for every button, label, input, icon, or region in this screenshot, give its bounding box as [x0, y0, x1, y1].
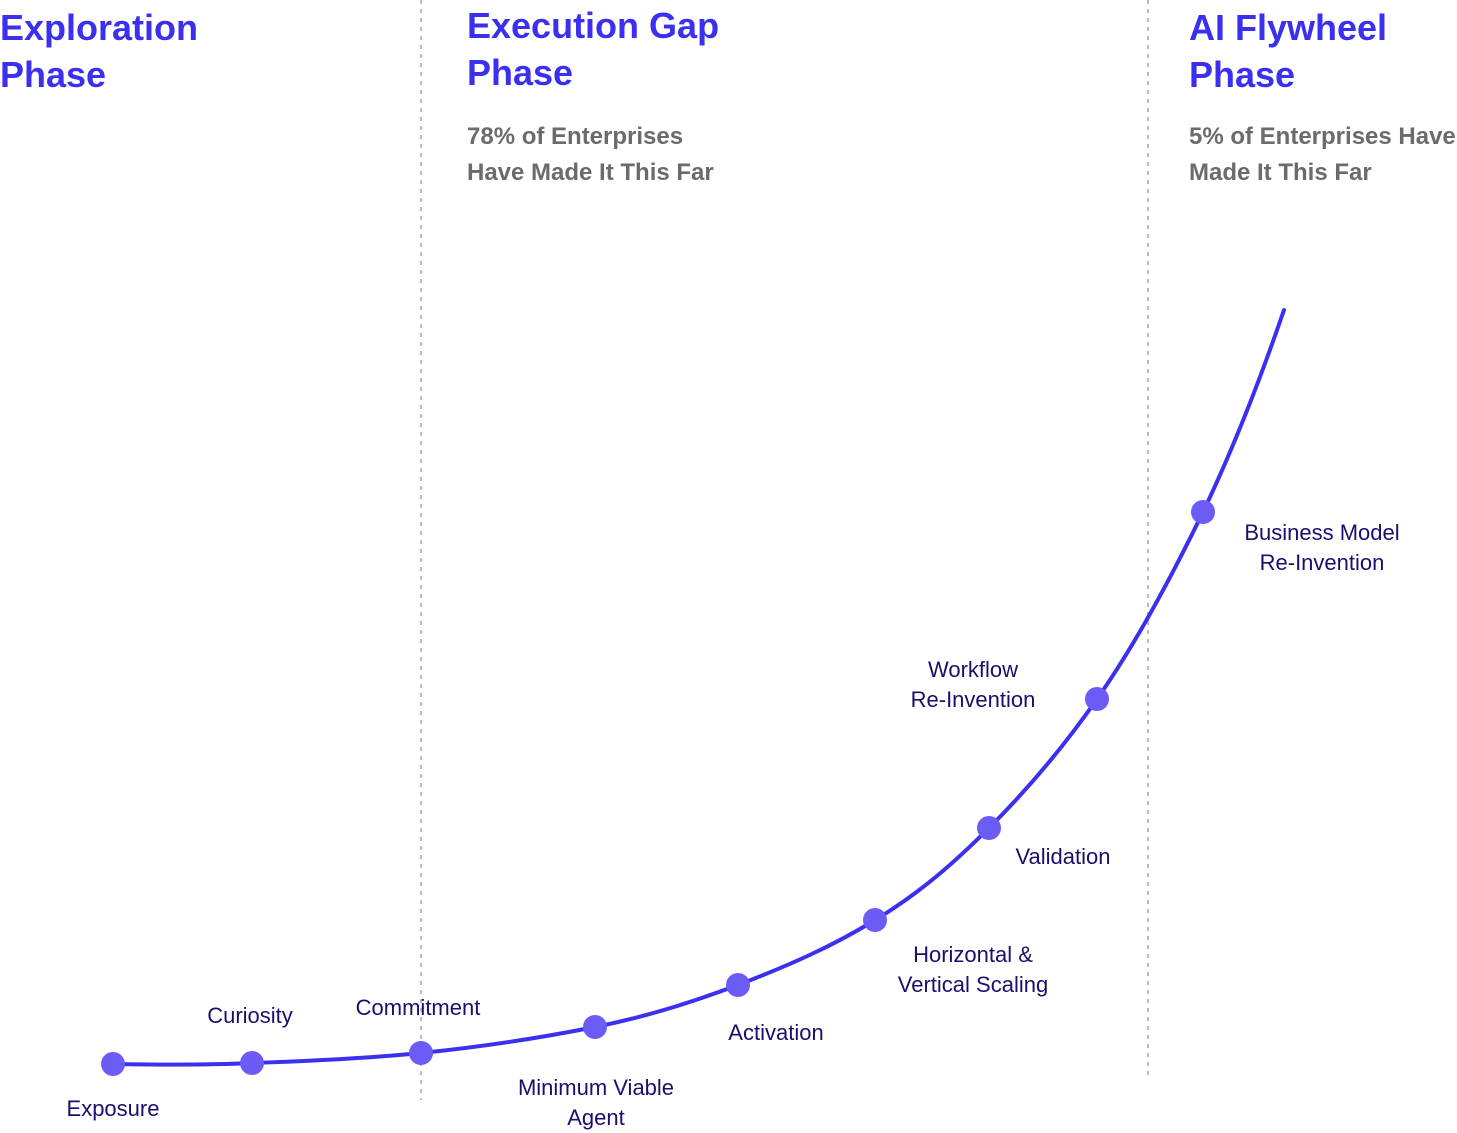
milestone-label-line: Re-Invention [910, 687, 1036, 712]
execution-gap-phase-title: Execution Gap Phase [467, 2, 719, 96]
growth-curve [111, 308, 1286, 1067]
phase-title-line: Exploration [0, 7, 199, 48]
milestone-node [1085, 687, 1109, 711]
milestone-label-validation: Validation [1016, 842, 1111, 872]
exploration-phase-title: Exploration Phase [0, 4, 198, 98]
ai-flywheel-phase-subtitle: 5% of Enterprises Have Made It This Far [1189, 119, 1456, 191]
phase-title-line: Execution Gap [467, 5, 720, 46]
milestone-label-commitment: Commitment [356, 993, 481, 1023]
phase-subtitle-line: 5% of Enterprises Have [1189, 123, 1456, 150]
phase-title-line: Phase [467, 52, 574, 93]
milestone-label-minimum-viable-agent: Minimum Viable Agent [518, 1073, 674, 1133]
milestone-node [726, 973, 750, 997]
milestone-label-line: Curiosity [207, 1003, 293, 1028]
milestone-node [863, 908, 887, 932]
milestone-node [583, 1015, 607, 1039]
milestone-node [101, 1052, 125, 1076]
phase-title-line: AI Flywheel [1189, 7, 1388, 48]
milestone-node [409, 1041, 433, 1065]
milestone-label-line: Vertical Scaling [897, 972, 1049, 997]
milestone-label-business-model-reinvention: Business Model Re-Invention [1244, 518, 1399, 578]
phase-subtitle-line: Have Made It This Far [467, 159, 714, 186]
milestone-label-line: Workflow [927, 657, 1019, 682]
milestone-label-line: Activation [728, 1020, 824, 1045]
milestone-node [1191, 500, 1215, 524]
milestone-label-line: Commitment [355, 995, 481, 1020]
milestone-label-line: Re-Invention [1259, 550, 1385, 575]
milestone-label-line: Agent [567, 1105, 625, 1130]
milestone-label-activation: Activation [728, 1018, 823, 1048]
milestone-label-exposure: Exposure [67, 1094, 160, 1124]
milestone-label-line: Horizontal & [913, 942, 1033, 967]
milestone-label-workflow-reinvention: Workflow Re-Invention [911, 655, 1036, 715]
milestone-label-scaling: Horizontal & Vertical Scaling [898, 940, 1048, 1000]
milestone-label-line: Validation [1015, 844, 1111, 869]
phase-title-line: Phase [0, 54, 107, 95]
phase-title-line: Phase [1189, 54, 1296, 95]
execution-gap-phase-subtitle: 78% of Enterprises Have Made It This Far [467, 119, 714, 191]
milestone-label-line: Business Model [1244, 520, 1400, 545]
milestone-label-curiosity: Curiosity [207, 1001, 293, 1031]
milestone-node [977, 816, 1001, 840]
milestone-node [240, 1051, 264, 1075]
phase-subtitle-line: Made It This Far [1189, 159, 1372, 186]
phase-subtitle-line: 78% of Enterprises [467, 123, 684, 150]
milestone-label-line: Minimum Viable [517, 1075, 675, 1100]
milestone-label-line: Exposure [66, 1096, 160, 1121]
ai-flywheel-phase-title: AI Flywheel Phase [1189, 4, 1387, 98]
